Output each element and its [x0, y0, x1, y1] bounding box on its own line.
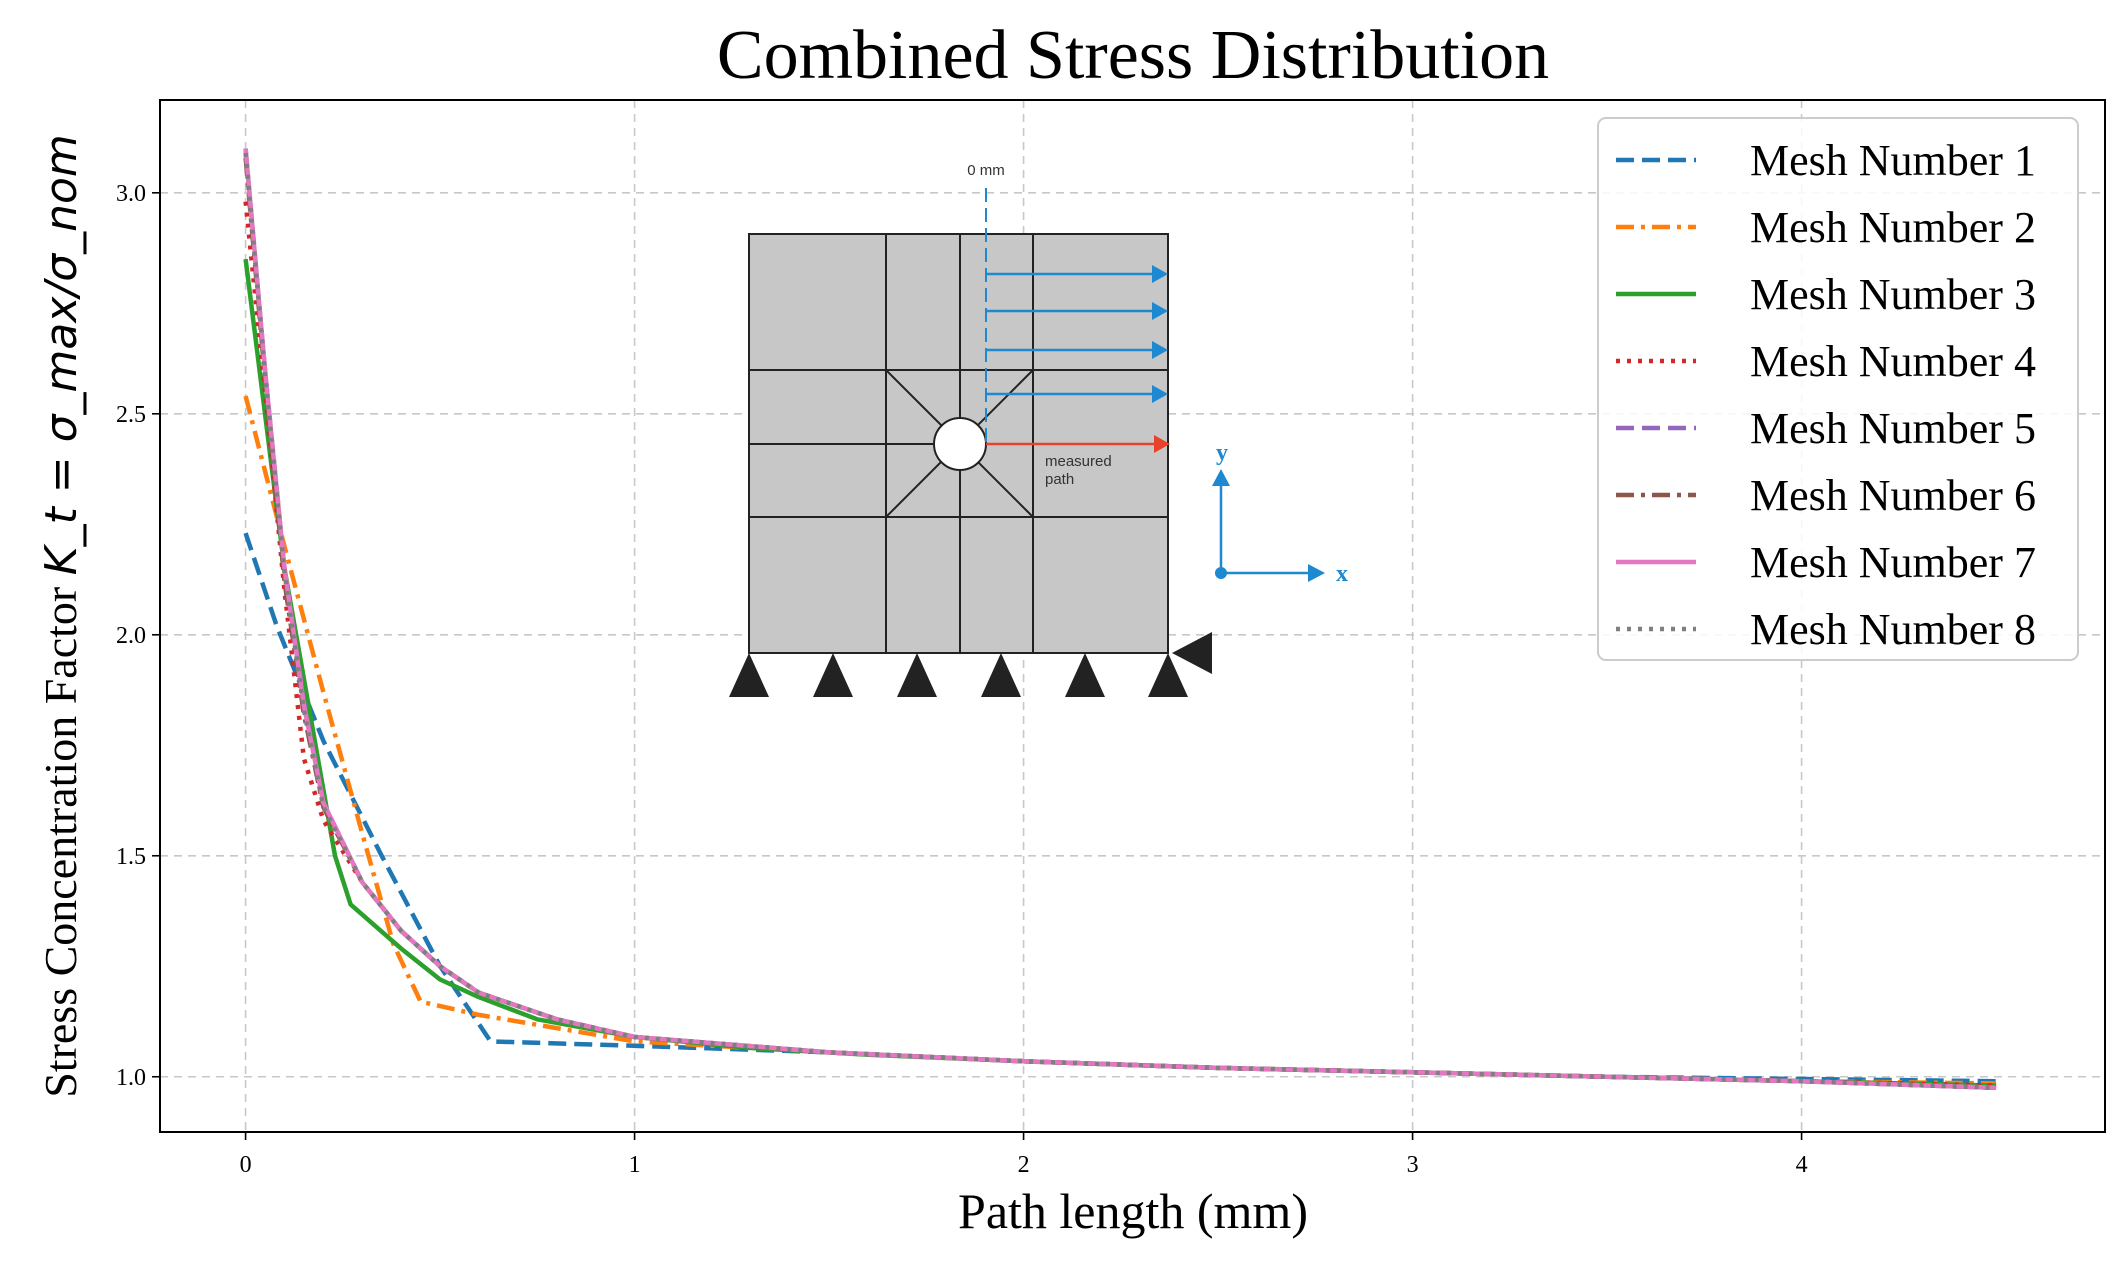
legend-label: Mesh Number 7 — [1750, 538, 2036, 587]
origin-dot — [1215, 567, 1227, 579]
blue-arrowhead — [1152, 385, 1168, 403]
legend-box — [1597, 117, 2079, 661]
measured-path-arrowhead — [1154, 435, 1170, 453]
x-tick-label: 2 — [1018, 1152, 1030, 1178]
x-tick-label: 4 — [1796, 1152, 1808, 1178]
pin-support — [813, 653, 853, 697]
x-tick-label: 1 — [629, 1152, 641, 1178]
pin-support — [1148, 653, 1188, 697]
blue-arrowhead — [1152, 341, 1168, 359]
legend-label: Mesh Number 2 — [1750, 203, 2036, 252]
pin-support — [981, 653, 1021, 697]
x-axis-arrowhead — [1308, 564, 1325, 582]
y-tick-label: 2.5 — [116, 402, 146, 428]
legend: Mesh Number 1 Mesh Number 2 Mesh Number 3 M… — [1597, 117, 2079, 661]
inset-schematic: 0 mm measured path — [729, 162, 1348, 697]
y-tick-label: 2.0 — [116, 623, 146, 649]
supports — [729, 632, 1212, 697]
legend-label: Mesh Number 6 — [1750, 471, 2036, 520]
axis-y-label: y — [1216, 440, 1228, 466]
x-tick-label: 3 — [1407, 1152, 1419, 1178]
legend-label: Mesh Number 1 — [1750, 136, 2036, 185]
coordinate-axes: y x — [1212, 440, 1348, 587]
axis-ticks: 0 1 2 3 4 1.0 1.5 2.0 2.5 3.0 — [116, 181, 1808, 1178]
zero-mm-label: 0 mm — [967, 162, 1005, 179]
y-axis-arrowhead — [1212, 469, 1230, 486]
pin-support — [897, 653, 937, 697]
pin-support — [729, 653, 769, 697]
axis-x-label: x — [1336, 561, 1348, 587]
y-axis-label: Stress Concentration Factor K_t = σ_max/… — [35, 134, 87, 1098]
series-line-2 — [243, 395, 1997, 1086]
chart-title: Combined Stress Distribution — [717, 17, 1549, 94]
y-tick-label: 1.0 — [116, 1065, 146, 1091]
pin-support — [1065, 653, 1105, 697]
blue-arrowhead — [1152, 302, 1168, 320]
blue-arrows — [986, 265, 1168, 403]
measured-path-label-2: path — [1045, 471, 1074, 488]
hole — [933, 417, 987, 471]
legend-label: Mesh Number 5 — [1750, 404, 2036, 453]
x-tick-label: 0 — [240, 1152, 252, 1178]
legend-label: Mesh Number 3 — [1750, 270, 2036, 319]
roller-support — [1172, 632, 1212, 674]
series-line-4 — [243, 201, 1997, 1088]
measured-path-label-1: measured — [1045, 453, 1112, 470]
legend-label: Mesh Number 4 — [1750, 337, 2036, 386]
series-line-8 — [243, 152, 1997, 1091]
x-axis-label: Path length (mm) — [958, 1183, 1308, 1239]
y-tick-label: 1.5 — [116, 844, 146, 870]
blue-arrowhead — [1152, 265, 1168, 283]
y-tick-label: 3.0 — [116, 181, 146, 207]
plot-frame — [159, 99, 2106, 1133]
legend-label: Mesh Number 8 — [1750, 605, 2036, 654]
series-lines — [243, 148, 1997, 1091]
